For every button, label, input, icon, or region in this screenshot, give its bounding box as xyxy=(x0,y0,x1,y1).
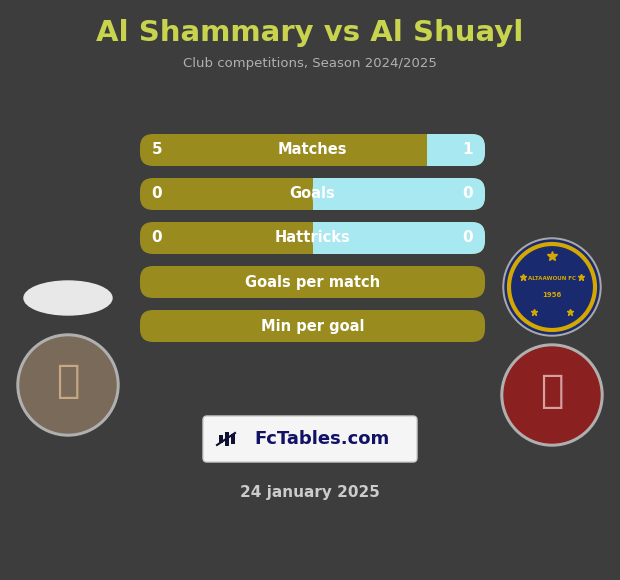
FancyBboxPatch shape xyxy=(427,134,485,166)
Text: Min per goal: Min per goal xyxy=(261,318,365,333)
Circle shape xyxy=(504,347,600,443)
FancyBboxPatch shape xyxy=(140,266,485,298)
Ellipse shape xyxy=(24,281,112,315)
FancyBboxPatch shape xyxy=(427,134,453,166)
Circle shape xyxy=(501,344,603,446)
Circle shape xyxy=(20,337,116,433)
Text: 👤: 👤 xyxy=(540,372,564,410)
Circle shape xyxy=(503,238,601,336)
Text: Goals: Goals xyxy=(290,187,335,201)
FancyBboxPatch shape xyxy=(203,416,417,462)
FancyBboxPatch shape xyxy=(140,134,485,166)
Text: Hattricks: Hattricks xyxy=(275,230,350,245)
Text: 👤: 👤 xyxy=(56,362,80,400)
Text: 1956: 1956 xyxy=(542,292,562,298)
Text: 0: 0 xyxy=(463,230,473,245)
FancyBboxPatch shape xyxy=(140,310,485,342)
Text: 0: 0 xyxy=(463,187,473,201)
FancyBboxPatch shape xyxy=(225,432,229,446)
Circle shape xyxy=(505,240,599,334)
Text: Matches: Matches xyxy=(278,143,347,158)
FancyBboxPatch shape xyxy=(312,222,485,254)
Text: Al Shammary vs Al Shuayl: Al Shammary vs Al Shuayl xyxy=(96,19,524,47)
Text: ALTAAWOUN FC: ALTAAWOUN FC xyxy=(528,277,576,281)
Text: 0: 0 xyxy=(152,187,162,201)
FancyBboxPatch shape xyxy=(312,178,339,210)
Text: 24 january 2025: 24 january 2025 xyxy=(240,484,380,499)
FancyBboxPatch shape xyxy=(140,222,485,254)
Text: 0: 0 xyxy=(152,230,162,245)
Text: Club competitions, Season 2024/2025: Club competitions, Season 2024/2025 xyxy=(183,57,437,71)
Text: FcTables.com: FcTables.com xyxy=(254,430,389,448)
Text: 5: 5 xyxy=(152,143,162,158)
FancyBboxPatch shape xyxy=(231,434,235,444)
Text: 1: 1 xyxy=(463,143,473,158)
FancyBboxPatch shape xyxy=(219,435,223,443)
FancyBboxPatch shape xyxy=(312,222,339,254)
FancyBboxPatch shape xyxy=(140,178,485,210)
Text: Goals per match: Goals per match xyxy=(245,274,380,289)
FancyBboxPatch shape xyxy=(312,178,485,210)
Circle shape xyxy=(17,334,119,436)
